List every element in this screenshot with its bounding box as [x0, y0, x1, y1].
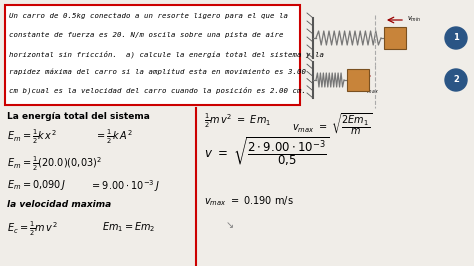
Text: horizontal sin fricción.  a) calcule la energía total del sistema y la: horizontal sin fricción. a) calcule la e… [9, 50, 324, 57]
Text: $v_{max}\ =\ \sqrt{\dfrac{2Em_1}{m}}$: $v_{max}\ =\ \sqrt{\dfrac{2Em_1}{m}}$ [292, 112, 373, 137]
Text: $\searrow$: $\searrow$ [224, 220, 235, 230]
Circle shape [445, 27, 467, 49]
Text: $= 9.00 \cdot 10^{-3}\,J$: $= 9.00 \cdot 10^{-3}\,J$ [90, 178, 160, 194]
Text: $Em_1 = Em_2$: $Em_1 = Em_2$ [102, 220, 155, 234]
Text: rapidez máxima del carro si la amplitud esta en movimiento es 3.00: rapidez máxima del carro si la amplitud … [9, 69, 306, 75]
Text: $\frac{1}{2}m\,v^2\ =\ Em_1$: $\frac{1}{2}m\,v^2\ =\ Em_1$ [204, 112, 271, 130]
Text: cm b)cual es la velocidad del carro cuando la posición es 2.00 cm.: cm b)cual es la velocidad del carro cuan… [9, 87, 306, 94]
Text: $E_m = \frac{1}{2}k\,x^2$: $E_m = \frac{1}{2}k\,x^2$ [7, 128, 57, 146]
Bar [384, 27, 406, 49]
Text: $v\ =\ \sqrt{\dfrac{2\cdot9.00\cdot10^{-3}}{0{,}5}}$: $v\ =\ \sqrt{\dfrac{2\cdot9.00\cdot10^{-… [204, 135, 330, 168]
Text: 1: 1 [453, 34, 459, 43]
Text: $v_{min}$: $v_{min}$ [407, 15, 421, 24]
Text: $E_c = \frac{1}{2}m\,v^2$: $E_c = \frac{1}{2}m\,v^2$ [7, 220, 58, 238]
Text: La energía total del sistema: La energía total del sistema [7, 112, 150, 121]
Text: $E_m = \frac{1}{2}(20.0)(0{,}03)^2$: $E_m = \frac{1}{2}(20.0)(0{,}03)^2$ [7, 155, 102, 173]
Text: $= \frac{1}{2}k\,A^2$: $= \frac{1}{2}k\,A^2$ [95, 128, 133, 146]
Text: 2: 2 [453, 76, 459, 85]
Text: $v_{max}\ =\ 0.190\ \mathrm{m/s}$: $v_{max}\ =\ 0.190\ \mathrm{m/s}$ [204, 194, 294, 208]
Text: Un carro de 0.5kg conectado a un resorte ligero para el que la: Un carro de 0.5kg conectado a un resorte… [9, 13, 288, 19]
Text: $E_m = 0{,}090\,J$: $E_m = 0{,}090\,J$ [7, 178, 66, 192]
Text: $v_{max}$: $v_{max}$ [363, 87, 379, 96]
Circle shape [445, 69, 467, 91]
Text: constante de fuerza es 20. N/m oscila sobre una pista de aire: constante de fuerza es 20. N/m oscila so… [9, 31, 283, 38]
FancyBboxPatch shape [5, 5, 300, 105]
Text: la velocidad maxima: la velocidad maxima [7, 200, 111, 209]
Bar [347, 69, 369, 91]
